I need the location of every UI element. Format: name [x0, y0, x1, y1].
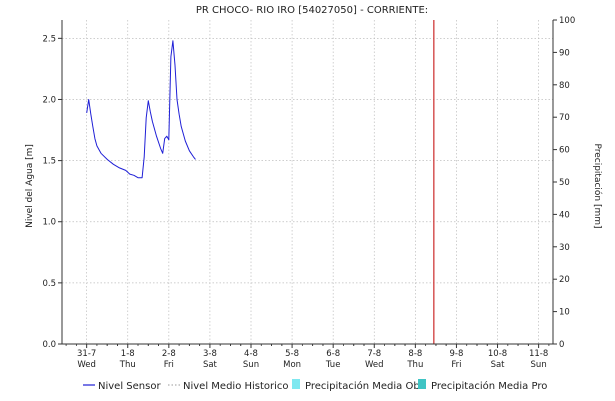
y2-axis-label: Precipitación [mm] — [592, 143, 603, 228]
x-tick-date: 2-8 — [162, 349, 176, 359]
y2-tick-label: 0 — [559, 340, 564, 350]
x-tick-date: 8-8 — [408, 349, 422, 359]
x-tick-day: Wed — [365, 360, 384, 370]
x-tick-day: Thu — [119, 360, 136, 370]
y2-tick-label: 60 — [559, 146, 570, 156]
y-axis-ticks: 0.0 0.5 1.0 1.5 2.0 2.5 — [42, 34, 62, 350]
y-tick-label: 2.5 — [42, 34, 56, 44]
y2-axis-ticks: 0 10 20 30 40 50 60 70 80 90 100 — [553, 16, 575, 350]
x-tick-day: Sun — [531, 360, 547, 370]
y-axis-label: Nivel del Agua [m] — [25, 144, 35, 228]
x-tick-date: 4-8 — [244, 349, 258, 359]
legend-label: Precipitación Media Obs — [305, 380, 425, 392]
y-tick-label: 0.0 — [42, 340, 56, 350]
x-tick-day: Sun — [243, 360, 259, 370]
x-tick-date: 5-8 — [285, 349, 299, 359]
x-tick-day: Fri — [164, 360, 174, 370]
x-tick-date: 6-8 — [326, 349, 340, 359]
x-tick-day: Tue — [325, 360, 341, 370]
y2-tick-label: 100 — [559, 16, 575, 26]
y-tick-label: 2.0 — [42, 95, 56, 105]
x-tick-day: Thu — [406, 360, 423, 370]
y2-tick-label: 20 — [559, 275, 570, 285]
x-tick-date: 31-7 — [77, 349, 96, 359]
series-line-nivel-sensor — [86, 40, 196, 179]
legend-label: Nivel Sensor — [98, 381, 161, 392]
y2-tick-label: 10 — [559, 308, 570, 318]
x-tick-day: Mon — [283, 360, 301, 370]
y-tick-label: 1.0 — [42, 218, 56, 228]
y-tick-label: 0.5 — [42, 279, 56, 289]
x-tick-date: 10-8 — [488, 349, 507, 359]
chart-title: PR CHOCO- RIO IRO [54027050] - CORRIENTE… — [196, 5, 428, 16]
legend-swatch-box — [292, 379, 300, 389]
y2-tick-label: 50 — [559, 178, 570, 188]
legend-label: Nivel Medio Historico — [183, 381, 289, 392]
x-tick-date: 9-8 — [449, 349, 463, 359]
legend: Nivel Sensor Nivel Medio Historico Precipi… — [83, 379, 547, 392]
y2-tick-label: 30 — [559, 243, 570, 253]
y2-tick-label: 90 — [559, 48, 570, 58]
x-tick-day: Wed — [77, 360, 96, 370]
y2-tick-label: 40 — [559, 210, 570, 220]
x-tick-day: Fri — [451, 360, 461, 370]
x-axis-ticks: 31-7Wed1-8Thu2-8Fri3-8Sat4-8Sun5-8Mon6-8… — [65, 344, 550, 370]
y-tick-label: 1.5 — [42, 157, 56, 167]
x-tick-date: 3-8 — [203, 349, 217, 359]
legend-swatch-box — [418, 379, 426, 389]
x-tick-date: 1-8 — [121, 349, 135, 359]
y2-tick-label: 70 — [559, 113, 570, 123]
legend-label: Precipitación Media Pro — [431, 380, 547, 392]
x-tick-date: 11-8 — [529, 349, 548, 359]
x-tick-day: Sat — [491, 360, 506, 370]
x-tick-day: Sat — [203, 360, 218, 370]
y2-tick-label: 80 — [559, 81, 570, 91]
series-group — [86, 40, 196, 179]
x-tick-date: 7-8 — [367, 349, 381, 359]
